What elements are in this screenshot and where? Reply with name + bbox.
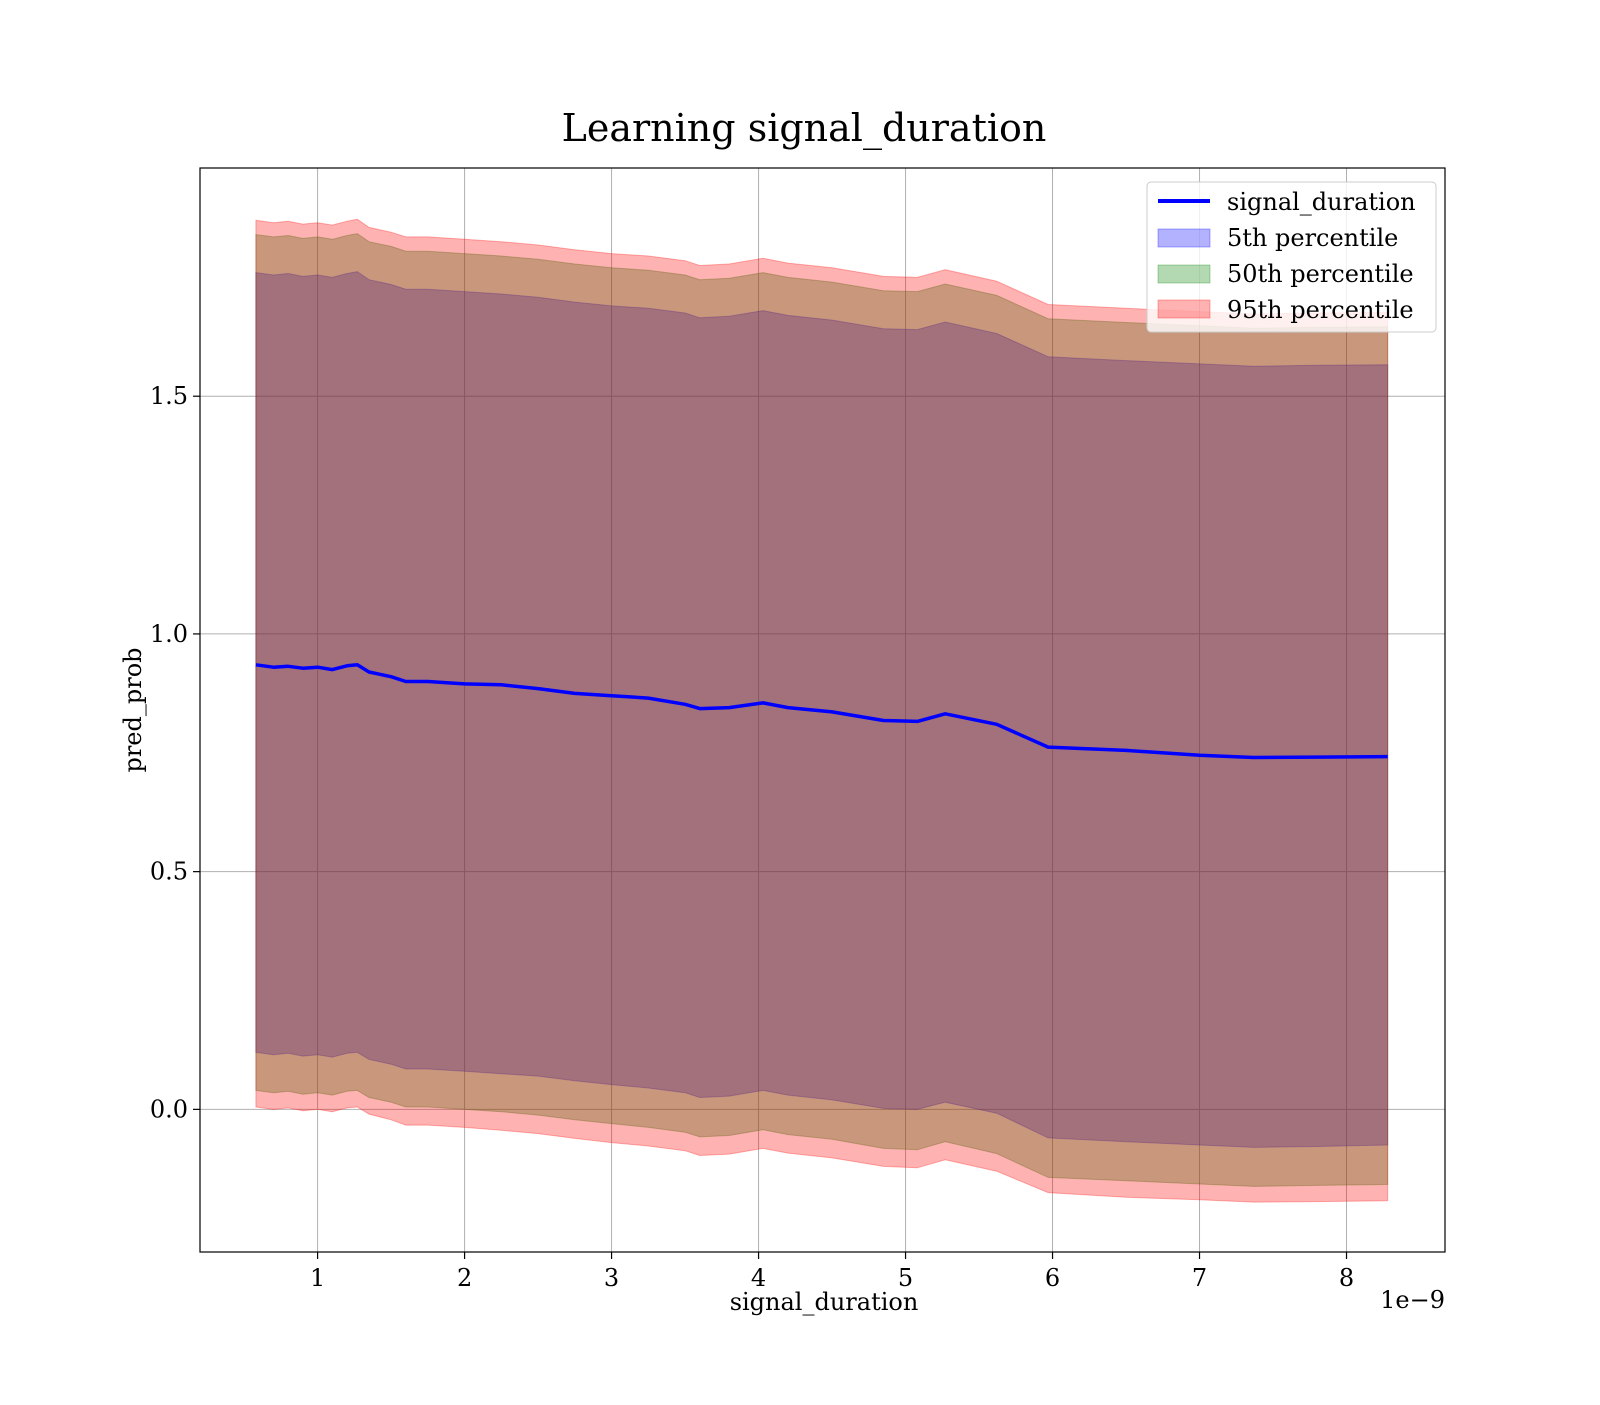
y-axis-label: pred_prob (119, 647, 147, 772)
x-axis-offset-label: 1e−9 (1380, 1286, 1445, 1314)
grid (200, 168, 1445, 1252)
y-axis-ticks: 0.0 0.5 1.0 1.5 (150, 382, 200, 1123)
y-tick-label: 1.0 (150, 620, 188, 648)
x-tick-label: 1 (310, 1264, 325, 1292)
legend-swatch-95th-percentile (1157, 299, 1211, 319)
x-axis-ticks: 1 2 3 4 5 6 7 8 (310, 1252, 1354, 1292)
x-tick-label: 6 (1045, 1264, 1060, 1292)
x-tick-label: 3 (604, 1264, 619, 1292)
legend-label-95th-percentile: 95th percentile (1227, 296, 1414, 324)
y-tick-label: 0.0 (150, 1095, 188, 1123)
x-tick-label: 5 (898, 1264, 913, 1292)
x-tick-label: 4 (751, 1264, 766, 1292)
legend-label-5th-percentile: 5th percentile (1227, 224, 1398, 252)
legend-label-signal-duration: signal_duration (1227, 188, 1416, 216)
line-signal-duration (255, 663, 1388, 760)
plot-frame (199, 167, 1446, 1253)
series-lines (255, 663, 1388, 760)
x-tick-label: 2 (457, 1264, 472, 1292)
legend-swatch-50th-percentile (1157, 264, 1211, 284)
x-axis-label: signal_duration (730, 1288, 919, 1316)
x-tick-label: 7 (1192, 1264, 1207, 1292)
x-tick-label: 8 (1339, 1264, 1354, 1292)
y-tick-label: 0.5 (150, 858, 188, 886)
legend-label-50th-percentile: 50th percentile (1227, 260, 1414, 288)
legend-swatch-5th-percentile (1157, 228, 1211, 248)
y-tick-label: 1.5 (150, 382, 188, 410)
legend-frame (1146, 181, 1437, 333)
chart-title: Learning signal_duration (562, 106, 1047, 151)
legend: signal_duration 5th percentile 50th perc… (1146, 181, 1437, 333)
